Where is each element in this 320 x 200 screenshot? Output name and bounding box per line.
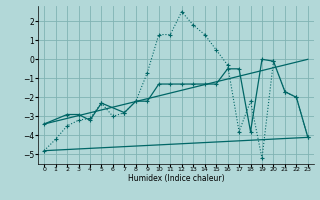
X-axis label: Humidex (Indice chaleur): Humidex (Indice chaleur): [128, 174, 224, 183]
